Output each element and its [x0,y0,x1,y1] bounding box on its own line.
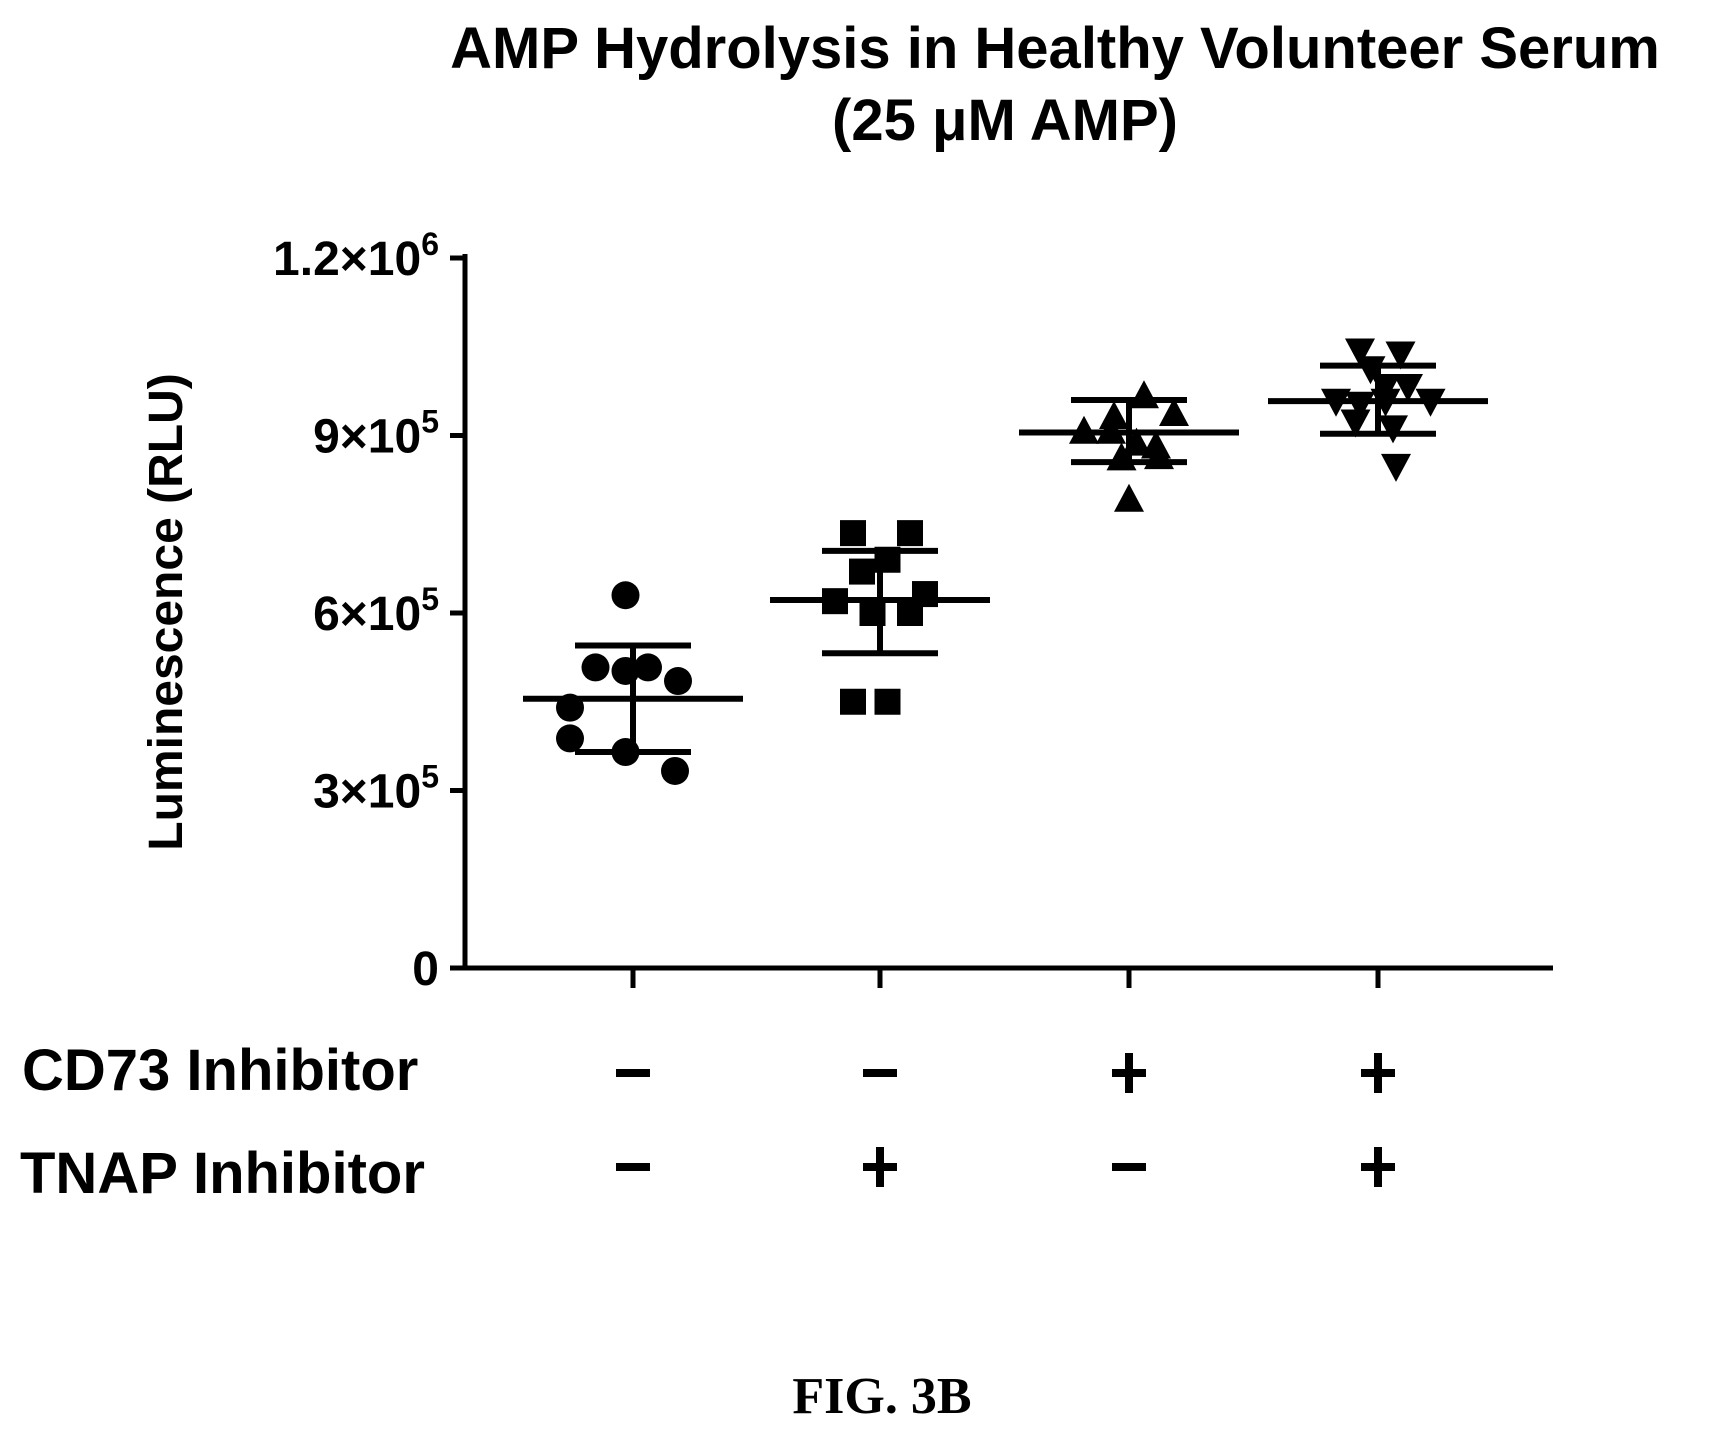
cd73-sign [863,1069,897,1077]
tnap-sign [616,1163,650,1171]
data-point [897,600,923,626]
data-point [634,653,662,682]
data-point [840,688,866,715]
data-point [581,653,610,682]
data-point [1099,400,1129,429]
cd73-sign [616,1069,650,1077]
data-point [661,756,689,785]
y-tick-label: 9×105 [313,404,439,464]
data-point [1340,409,1371,438]
data-point [1114,483,1144,512]
tnap-sign [1361,1147,1395,1187]
data-point [897,520,923,547]
y-tick-label: 0 [412,943,439,996]
cd73-sign [1112,1053,1146,1093]
data-point [1378,415,1408,444]
tnap-sign-bar-h [1112,1163,1146,1171]
plot-area: 0 3×105 6×105 9×105 1.2×106 [273,226,1553,996]
condition-signs [616,1053,1395,1187]
tnap-sign [863,1147,897,1187]
y-tick-label: 6×105 [313,581,439,641]
data-point [556,724,584,753]
data-point [874,688,901,715]
chart-title-line2: (25 μM AMP) [832,88,1178,153]
cd73-sign [1361,1053,1395,1093]
row-label-tnap: TNAP Inhibitor [20,1141,425,1206]
y-tick-label: 3×105 [313,759,439,819]
tnap-sign-bar-v [876,1147,884,1187]
cd73-sign-bar-v [1374,1053,1382,1093]
tnap-sign-bar-h [616,1163,650,1171]
data-point [1159,397,1189,426]
chart-title-line1: AMP Hydrolysis in Healthy Volunteer Seru… [450,16,1660,81]
data-point [849,558,875,585]
data-point [1385,341,1416,370]
data-point [840,520,866,547]
data-point [1381,453,1411,482]
cd73-sign-bar-v [1125,1053,1133,1093]
tnap-sign [1112,1163,1146,1171]
data-point [1393,374,1423,403]
cd73-sign-bar-h [863,1069,897,1077]
figure-label: FIG. 3B [792,1368,971,1425]
y-tick-label: 1.2×106 [273,226,439,286]
y-axis-label: Luminescence (RLU) [140,373,193,850]
cd73-sign-bar-h [616,1069,650,1077]
row-label-cd73: CD73 Inhibitor [22,1038,418,1103]
data-point [611,581,640,610]
tnap-sign-bar-v [1374,1147,1382,1187]
data-point [1345,338,1375,367]
data-point [664,667,692,696]
